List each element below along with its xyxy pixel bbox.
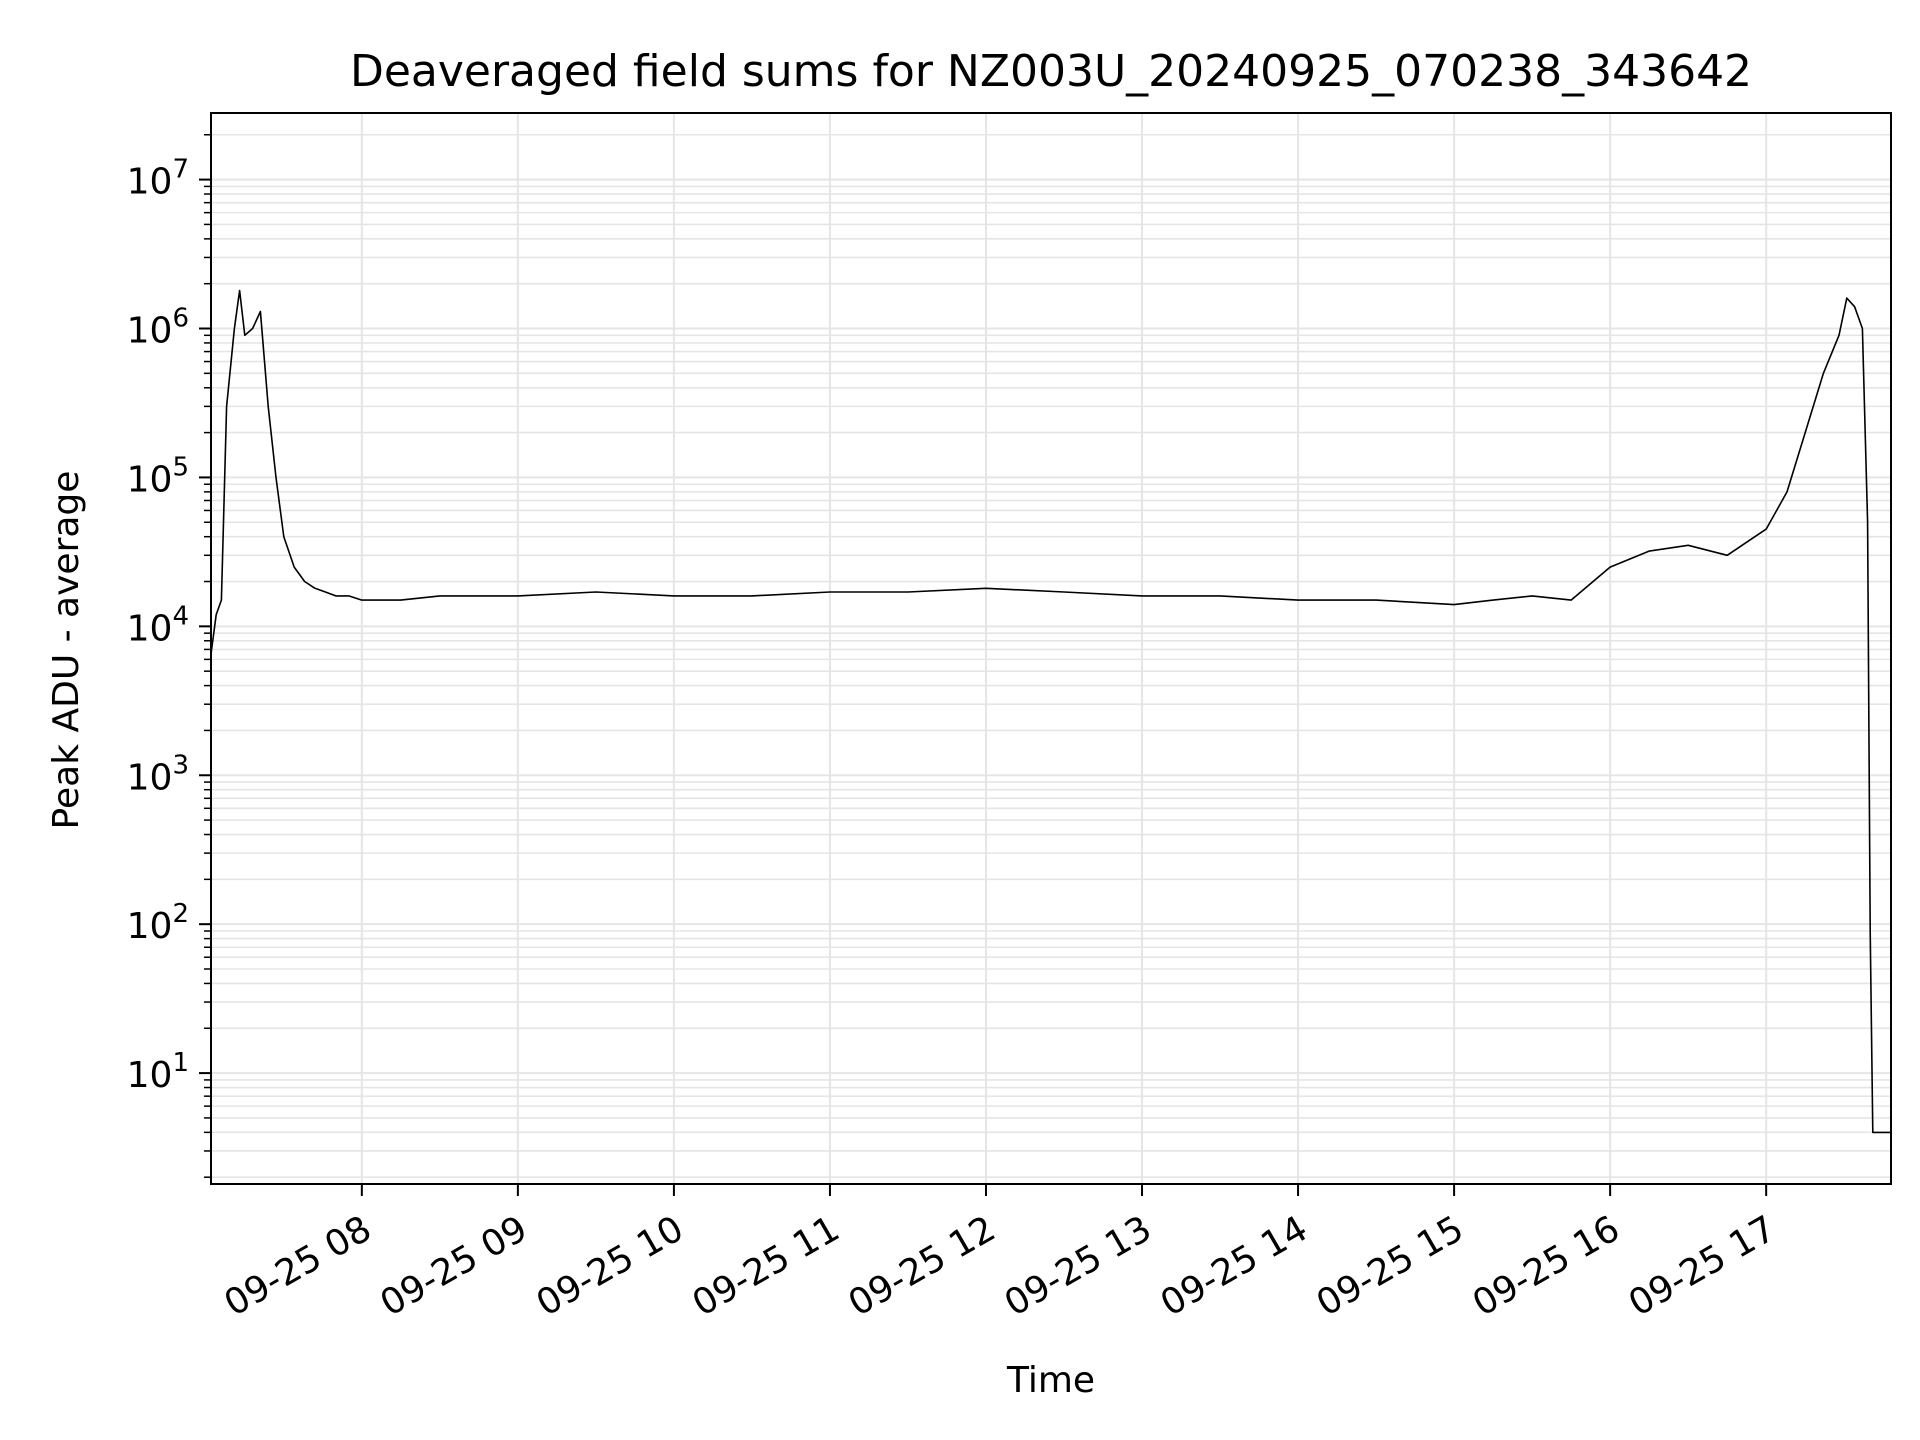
y-tick-label: 105 — [127, 452, 189, 500]
y-tick-label: 103 — [127, 750, 189, 798]
chart-title: Deaveraged field sums for NZ003U_2024092… — [350, 46, 1752, 97]
x-axis-label: Time — [1006, 1360, 1095, 1401]
y-tick-label: 106 — [127, 304, 189, 352]
x-tick-label: 09-25 16 — [1466, 1208, 1627, 1324]
x-tick-label: 09-25 17 — [1622, 1208, 1783, 1324]
x-tick-label: 09-25 08 — [218, 1208, 379, 1324]
x-tick-label: 09-25 09 — [374, 1208, 535, 1324]
y-tick-label: 102 — [127, 899, 189, 947]
y-tick-label: 101 — [127, 1048, 189, 1096]
y-axis-label: Peak ADU - average — [46, 471, 87, 830]
x-tick-label: 09-25 10 — [530, 1208, 691, 1324]
series-line — [210, 289, 1891, 1134]
y-axis: 101 102 103 104 105 106 107 — [127, 134, 211, 1178]
x-tick-label: 09-25 14 — [1154, 1208, 1315, 1324]
data-series — [210, 289, 1891, 1134]
plot-frame — [210, 112, 1892, 1185]
x-tick-label: 09-25 15 — [1310, 1208, 1471, 1324]
x-tick-label: 09-25 13 — [998, 1208, 1159, 1324]
x-tick-label: 09-25 12 — [842, 1208, 1003, 1324]
grid — [211, 113, 1891, 1184]
y-tick-label: 104 — [127, 601, 189, 649]
y-tick-label: 107 — [127, 155, 189, 203]
x-tick-label: 09-25 11 — [686, 1208, 847, 1324]
